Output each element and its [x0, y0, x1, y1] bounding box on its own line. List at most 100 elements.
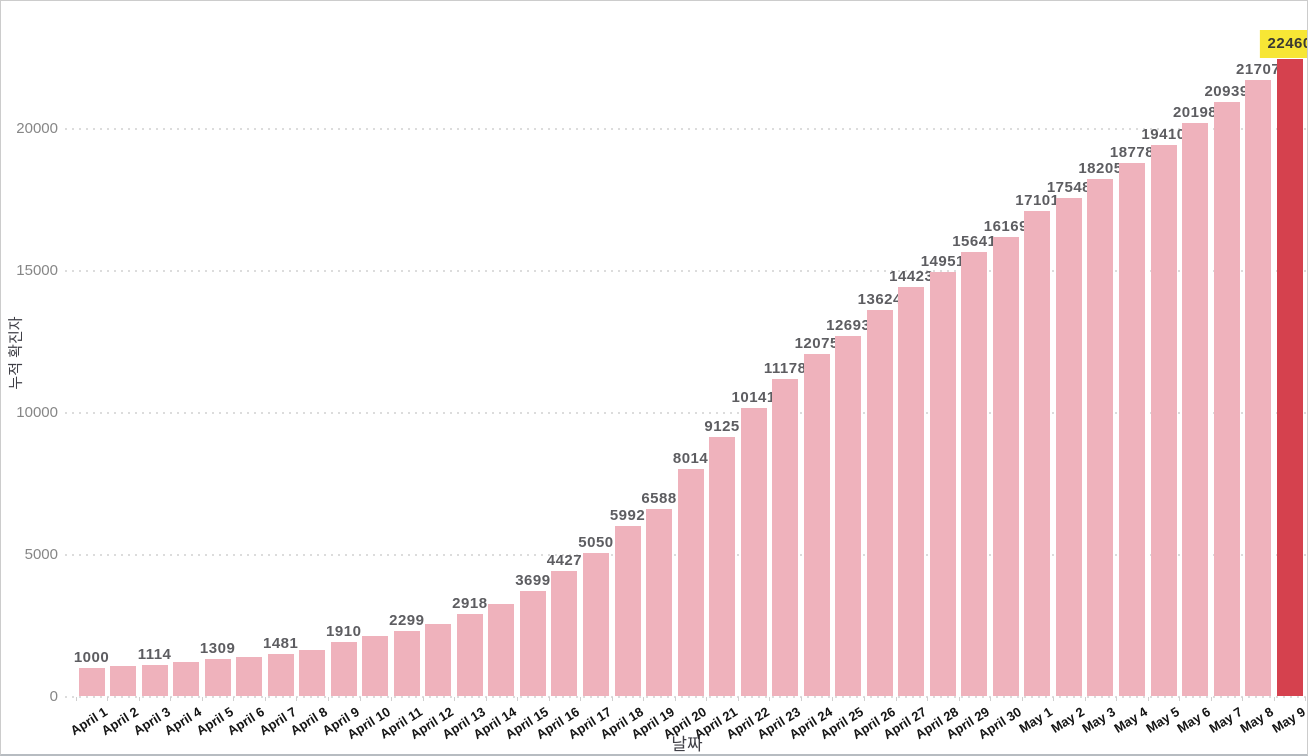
bar-may-8[interactable]: [1245, 80, 1272, 697]
axis-tick: [170, 697, 172, 701]
bar-value-label: 9125: [704, 418, 740, 436]
bar-may-9[interactable]: [1276, 58, 1303, 697]
bar-may-6[interactable]: [1182, 122, 1209, 697]
axis-tick: [296, 697, 298, 701]
bar-value-label: 6588: [641, 490, 677, 508]
bar-april-14[interactable]: [488, 603, 515, 697]
bar-april-9[interactable]: [330, 642, 357, 697]
bar-value-label: 5992: [609, 507, 646, 525]
bar-april-16[interactable]: [551, 570, 578, 697]
bar-value-label: 17101: [1015, 191, 1060, 209]
axis-tick: [1053, 697, 1055, 701]
bar-value-label: 4427: [546, 551, 583, 569]
bar-april-24[interactable]: [803, 353, 830, 697]
bar-april-23[interactable]: [772, 379, 799, 697]
bar-value-label: 11178: [763, 360, 807, 378]
bar-april-22[interactable]: [740, 408, 767, 697]
bar-value-label: 2918: [452, 594, 488, 612]
bar-may-3[interactable]: [1087, 179, 1114, 697]
bar-april-4[interactable]: [173, 661, 200, 697]
bar-value-label: 20198: [1172, 103, 1218, 121]
bar-may-7[interactable]: [1213, 101, 1240, 697]
bar-april-5[interactable]: [204, 659, 231, 697]
gridline-20000: [65, 127, 1307, 130]
bar-value-label: 1114: [137, 645, 172, 663]
bar-may-2[interactable]: [1055, 198, 1082, 697]
bar-april-28[interactable]: [929, 271, 956, 697]
bar-april-26[interactable]: [866, 309, 893, 697]
axis-tick: [138, 697, 140, 701]
axis-tick: [327, 697, 329, 701]
axis-tick: [927, 697, 929, 701]
bar-value-label: 22460: [1259, 29, 1307, 58]
bar-value-label: 10141: [731, 389, 776, 407]
bar-april-7[interactable]: [267, 654, 294, 697]
bar-april-25[interactable]: [835, 336, 862, 697]
axis-tick: [201, 697, 203, 701]
bar-may-4[interactable]: [1118, 163, 1145, 697]
bar-april-21[interactable]: [709, 437, 736, 697]
x-axis-title: 날짜: [671, 735, 703, 754]
axis-tick: [706, 697, 708, 701]
axis-tick: [737, 697, 739, 701]
axis-tick: [1305, 697, 1307, 701]
bar-april-20[interactable]: [677, 468, 704, 697]
axis-tick: [1179, 697, 1181, 701]
bar-value-label: 18778: [1109, 144, 1155, 162]
bar-april-19[interactable]: [646, 509, 673, 697]
axis-tick: [359, 697, 361, 701]
bar-value-label: 1309: [199, 640, 236, 658]
bar-april-13[interactable]: [456, 613, 483, 697]
bar-value-label: 19410: [1141, 126, 1186, 144]
axis-tick: [958, 697, 960, 701]
bar-value-label: 2299: [389, 612, 425, 630]
bar-april-17[interactable]: [582, 553, 609, 697]
bar-april-1[interactable]: [78, 668, 105, 697]
bar-value-label: 1910: [326, 623, 362, 641]
bar-april-27[interactable]: [898, 286, 925, 697]
gridline-15000: [65, 269, 1307, 272]
bar-april-11[interactable]: [393, 631, 420, 697]
bar-april-3[interactable]: [141, 664, 168, 697]
axis-tick: [643, 697, 645, 701]
bar-april-15[interactable]: [519, 591, 546, 697]
bar-may-1[interactable]: [1024, 210, 1051, 697]
bar-april-8[interactable]: [299, 649, 326, 697]
axis-tick: [611, 697, 613, 701]
axis-tick: [233, 697, 235, 701]
bar-april-2[interactable]: [110, 666, 137, 697]
axis-tick: [107, 697, 109, 701]
bar-april-10[interactable]: [362, 636, 389, 697]
bar-april-30[interactable]: [992, 237, 1019, 697]
bar-april-12[interactable]: [425, 624, 452, 697]
bar-value-label: 14423: [889, 267, 934, 285]
bar-value-label: 5050: [578, 534, 614, 552]
bar-april-29[interactable]: [961, 252, 988, 697]
bar-value-label: 13624: [857, 290, 902, 308]
axis-tick: [863, 697, 865, 701]
axis-tick: [454, 697, 456, 701]
bar-value-label: 15641: [952, 233, 997, 251]
axis-tick: [769, 697, 771, 701]
axis-tick: [580, 697, 582, 701]
bar-april-18[interactable]: [614, 526, 641, 697]
axis-tick: [800, 697, 802, 701]
axis-tick: [832, 697, 834, 701]
bar-value-label: 12693: [826, 317, 871, 335]
axis-tick: [990, 697, 992, 701]
axis-tick: [1273, 697, 1275, 701]
y-tick-label: 5000: [24, 546, 58, 563]
bar-value-label: 14951: [920, 252, 965, 270]
axis-tick: [485, 697, 487, 701]
axis-tick: [264, 697, 266, 701]
axis-tick: [674, 697, 676, 701]
bar-value-label: 1000: [73, 649, 110, 667]
gridline-10000: [65, 411, 1307, 414]
y-tick-label: 0: [49, 688, 58, 705]
bar-value-label: 20939: [1204, 82, 1249, 100]
axis-tick: [1021, 697, 1023, 701]
bar-value-label: 1481: [262, 635, 299, 653]
bar-may-5[interactable]: [1150, 145, 1177, 697]
bar-april-6[interactable]: [236, 656, 263, 697]
